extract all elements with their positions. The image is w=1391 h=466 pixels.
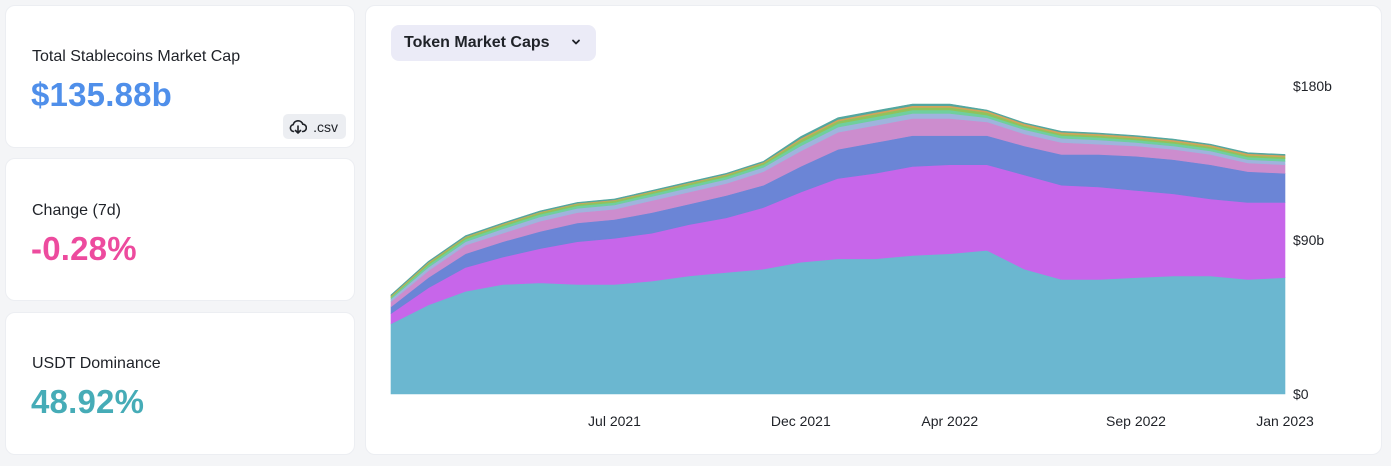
csv-button-label: .csv: [313, 118, 338, 135]
token-market-caps-dropdown[interactable]: Token Market Caps: [391, 25, 596, 61]
x-axis: Jul 2021 Dec 2021 Apr 2022 Sep 2022 Jan 2023: [588, 413, 1314, 429]
chart-card: Jul 2021 Dec 2021 Apr 2022 Sep 2022 Jan 2023…: [365, 5, 1382, 455]
x-tick-label: Dec 2021: [771, 413, 831, 429]
usdt-dominance-label: USDT Dominance: [32, 355, 161, 372]
chevron-down-icon: [572, 39, 580, 45]
dropdown-label: Token Market Caps: [404, 34, 550, 51]
change-7d-value: -0.28%: [31, 230, 137, 267]
x-tick-label: Jan 2023: [1256, 413, 1314, 429]
usdt-dominance-value: 48.92%: [31, 383, 145, 420]
total-market-cap-value: $135.88b: [31, 76, 173, 113]
y-tick-label: $90b: [1293, 232, 1324, 248]
cloud-download-icon: [289, 119, 308, 134]
stacked-area-chart: Jul 2021 Dec 2021 Apr 2022 Sep 2022 Jan 2023…: [390, 78, 1332, 429]
area-series-9: [390, 103, 1286, 297]
change-7d-label: Change (7d): [32, 202, 121, 219]
x-tick-label: Sep 2022: [1106, 413, 1166, 429]
chart-areas: [390, 103, 1286, 395]
y-tick-label: $0: [1293, 386, 1309, 402]
usdt-dominance-card: USDT Dominance 48.92%: [5, 312, 355, 455]
x-tick-label: Apr 2022: [921, 413, 978, 429]
x-tick-label: Jul 2021: [588, 413, 641, 429]
total-market-cap-label: Total Stablecoins Market Cap: [32, 48, 241, 65]
y-axis: $0 $90b $180b: [1293, 78, 1332, 402]
csv-download-button[interactable]: .csv: [283, 114, 346, 139]
total-market-cap-card: Total Stablecoins Market Cap $135.88b .c…: [5, 5, 355, 148]
y-tick-label: $180b: [1293, 78, 1332, 94]
change-7d-card: Change (7d) -0.28%: [5, 158, 355, 301]
